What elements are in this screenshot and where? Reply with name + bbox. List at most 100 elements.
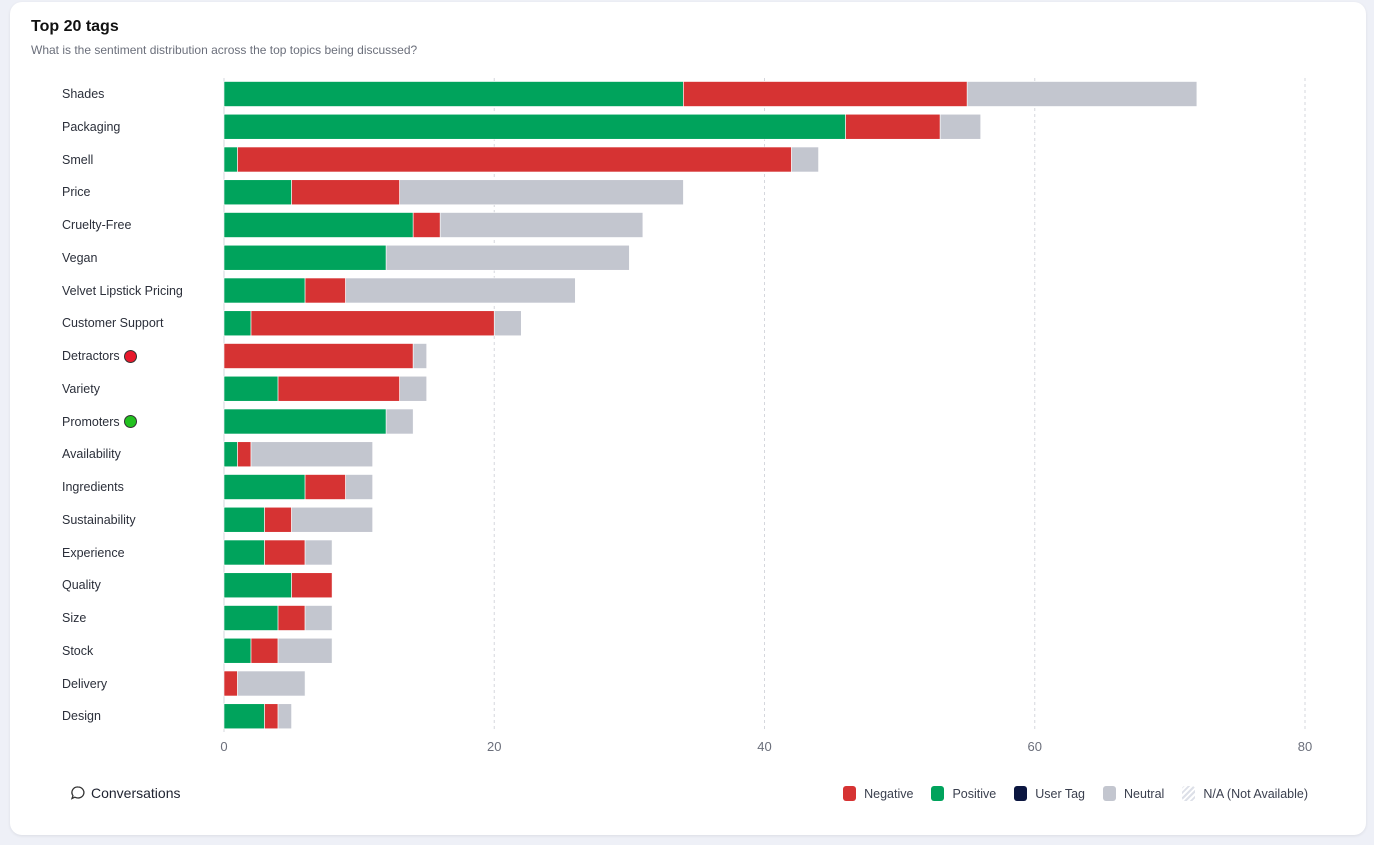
x-tick-label: 80 bbox=[1298, 739, 1312, 754]
y-tick-label: Quality bbox=[62, 575, 101, 595]
y-tick-label: Availability bbox=[62, 444, 121, 464]
legend-label: Positive bbox=[952, 786, 997, 801]
bar-segment-positive bbox=[223, 375, 279, 402]
bar-segment-neutral bbox=[385, 408, 414, 435]
legend-item-negative[interactable]: Negative bbox=[843, 786, 913, 801]
legend-item-user-tag[interactable]: User Tag bbox=[1014, 786, 1085, 801]
category-label: Price bbox=[62, 185, 91, 200]
bar-segment-negative bbox=[223, 343, 414, 369]
y-tick-label: Vegan bbox=[62, 248, 97, 268]
bar-segment-negative bbox=[304, 474, 346, 500]
card-title: Top 20 tags bbox=[31, 18, 119, 35]
bar-segment-positive bbox=[223, 310, 252, 337]
bar-segment-positive bbox=[223, 113, 846, 140]
bar-segment-positive bbox=[223, 605, 279, 631]
bar-segment-negative bbox=[683, 81, 968, 107]
bar-segment-positive bbox=[223, 244, 387, 271]
category-label: Shades bbox=[62, 87, 105, 101]
legend-label: User Tag bbox=[1035, 786, 1086, 801]
bar-segment-positive bbox=[223, 146, 238, 173]
category-label: Detractors bbox=[62, 349, 120, 363]
y-tick-label: Cruelty-Free bbox=[62, 215, 131, 235]
positive-swatch bbox=[931, 786, 945, 801]
y-tick-label: Sustainability bbox=[62, 510, 136, 530]
legend-item-neutral[interactable]: Neutral bbox=[1103, 786, 1164, 801]
x-tick-label: 40 bbox=[757, 739, 771, 754]
bar-segment-neutral bbox=[412, 343, 427, 369]
category-label: Delivery bbox=[62, 676, 108, 691]
category-label: Customer Support bbox=[62, 316, 164, 331]
y-tick-label: Detractors bbox=[62, 346, 137, 366]
y-tick-label: Promoters bbox=[62, 412, 137, 432]
y-tick-label: Customer Support bbox=[62, 313, 163, 333]
legend-label: Negative bbox=[864, 786, 914, 801]
bar-segment-neutral bbox=[277, 637, 333, 664]
category-label: Velvet Lipstick Pricing bbox=[62, 283, 183, 298]
bar-segment-positive bbox=[223, 212, 414, 238]
y-tick-label: Ingredients bbox=[62, 477, 124, 497]
legend-label: Neutral bbox=[1124, 786, 1165, 801]
neutral-swatch bbox=[1103, 786, 1117, 801]
bar-segment-neutral bbox=[237, 670, 306, 697]
y-tick-label: Size bbox=[62, 608, 86, 628]
legend-label: N/A (Not Available) bbox=[1203, 786, 1308, 801]
bar-segment-negative bbox=[412, 212, 441, 238]
bar-segment-negative bbox=[291, 179, 400, 206]
bar-segment-positive bbox=[223, 637, 252, 664]
bar-segment-positive bbox=[223, 506, 265, 533]
bar-segment-neutral bbox=[399, 179, 684, 206]
bar-segment-positive bbox=[223, 277, 306, 304]
legend-item-na[interactable]: N/A (Not Available) bbox=[1182, 786, 1308, 801]
category-label: Experience bbox=[62, 545, 125, 560]
bar-segment-neutral bbox=[345, 474, 373, 500]
bar-segment-negative bbox=[291, 572, 333, 599]
y-tick-label: Delivery bbox=[62, 674, 107, 694]
conversations-button[interactable]: Conversations bbox=[70, 785, 181, 801]
speech-bubble-icon bbox=[70, 786, 85, 800]
bar-segment-neutral bbox=[439, 212, 644, 238]
category-label: Vegan bbox=[62, 250, 98, 265]
bar-segment-negative bbox=[264, 703, 279, 730]
y-tick-label: Experience bbox=[62, 543, 125, 563]
status-dot-icon bbox=[123, 415, 137, 428]
bar-segment-negative bbox=[845, 113, 941, 140]
bar-segment-positive bbox=[223, 408, 387, 435]
bar-segment-neutral bbox=[345, 277, 576, 304]
y-tick-label: Smell bbox=[62, 150, 93, 170]
conversations-label: Conversations bbox=[91, 785, 181, 801]
bar-segment-positive bbox=[223, 81, 684, 107]
bar-segment-negative bbox=[277, 375, 400, 402]
bar-segment-neutral bbox=[966, 81, 1198, 107]
bar-segment-neutral bbox=[385, 244, 630, 271]
category-label: Stock bbox=[62, 643, 94, 658]
category-label: Packaging bbox=[62, 119, 121, 134]
bar-segment-negative bbox=[250, 637, 279, 664]
category-label: Design bbox=[62, 709, 101, 724]
x-tick-label: 60 bbox=[1028, 739, 1042, 754]
category-label: Quality bbox=[62, 578, 101, 593]
bar-segment-negative bbox=[277, 605, 306, 631]
na-swatch bbox=[1182, 786, 1196, 801]
bar-segment-negative bbox=[237, 146, 792, 173]
legend-item-positive[interactable]: Positive bbox=[931, 786, 996, 801]
bar-segment-neutral bbox=[304, 605, 333, 631]
y-tick-label: Velvet Lipstick Pricing bbox=[62, 281, 183, 301]
y-tick-label: Price bbox=[62, 182, 90, 202]
category-label: Variety bbox=[62, 381, 100, 396]
bar-segment-neutral bbox=[939, 113, 981, 140]
bar-segment-neutral bbox=[399, 375, 427, 402]
y-tick-label: Packaging bbox=[62, 117, 120, 137]
category-label: Cruelty-Free bbox=[62, 218, 132, 232]
category-label: Sustainability bbox=[62, 512, 136, 527]
bar-segment-positive bbox=[223, 441, 238, 468]
bar-segment-neutral bbox=[493, 310, 522, 337]
y-tick-label: Stock bbox=[62, 641, 93, 661]
bar-segment-negative bbox=[264, 539, 306, 566]
bar-segment-neutral bbox=[791, 146, 819, 173]
bar-segment-negative bbox=[264, 506, 292, 533]
bar-segment-positive bbox=[223, 179, 292, 206]
y-tick-label: Shades bbox=[62, 84, 104, 104]
category-label: Promoters bbox=[62, 414, 120, 429]
x-tick-label: 0 bbox=[220, 739, 227, 754]
